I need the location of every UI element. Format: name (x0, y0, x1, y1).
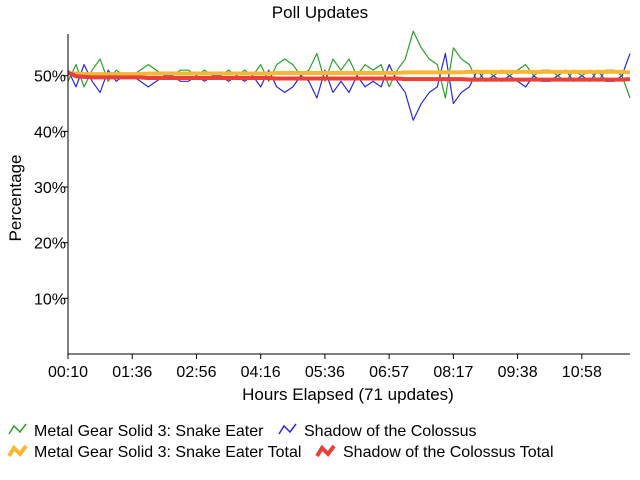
plot-series (67, 30, 631, 121)
legend-item-mgs3-total: Metal Gear Solid 3: Snake Eater Total (7, 444, 301, 461)
y-axis-ticks: 10% 20% 30% 40% 50% (34, 69, 68, 308)
series-line-sotc-total (67, 70, 631, 82)
legend-label-sotc: Shadow of the Colossus (304, 423, 477, 440)
legend: Metal Gear Solid 3: Snake Eater Shadow o… (7, 423, 554, 461)
x-tick-label: 01:36 (112, 364, 152, 381)
x-tick-label: 04:16 (241, 364, 281, 381)
x-tick-label: 06:57 (369, 364, 409, 381)
legend-swatch-sotc-total (315, 444, 336, 458)
y-tick-label: 50% (34, 69, 66, 86)
y-tick-label: 40% (34, 124, 66, 141)
y-axis-label: Percentage (6, 155, 25, 242)
y-tick-label: 10% (34, 291, 66, 308)
legend-label-mgs3: Metal Gear Solid 3: Snake Eater (34, 423, 264, 440)
legend-label-mgs3-total: Metal Gear Solid 3: Snake Eater Total (34, 444, 301, 461)
chart-title: Poll Updates (272, 3, 368, 22)
legend-item-mgs3: Metal Gear Solid 3: Snake Eater (8, 423, 264, 440)
legend-label-sotc-total: Shadow of the Colossus Total (343, 444, 554, 461)
x-tick-label: 05:36 (305, 364, 345, 381)
x-tick-label: 10:58 (562, 364, 602, 381)
legend-swatch-sotc (278, 423, 297, 435)
x-axis-label: Hours Elapsed (71 updates) (242, 385, 454, 404)
y-tick-label: 30% (34, 180, 66, 197)
x-tick-label: 08:17 (433, 364, 473, 381)
y-tick-label: 20% (34, 236, 66, 253)
legend-item-sotc-total: Shadow of the Colossus Total (315, 444, 554, 461)
x-axis-ticks: 00:10 01:36 02:56 04:16 05:36 06:57 08:17 09:38… (48, 354, 602, 381)
series-line-mgs3-total (68, 69, 631, 77)
x-tick-label: 02:56 (176, 364, 216, 381)
legend-swatch-mgs3 (8, 423, 27, 435)
legend-swatch-mgs3-total (7, 444, 28, 458)
x-tick-label: 09:38 (498, 364, 538, 381)
x-tick-label: 00:10 (48, 364, 88, 381)
legend-item-sotc: Shadow of the Colossus (278, 423, 477, 440)
